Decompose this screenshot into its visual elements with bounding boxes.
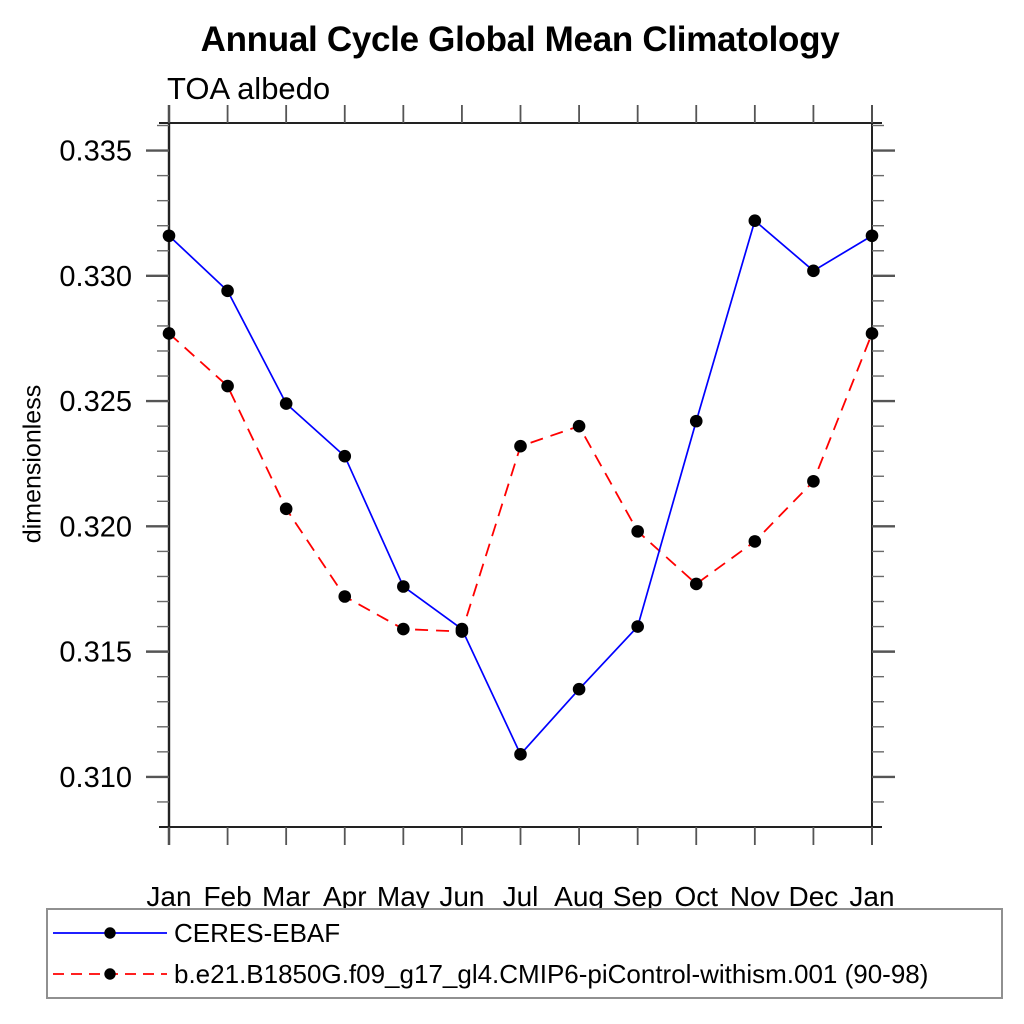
x-tick-label: Jan (146, 881, 191, 912)
y-tick-label: 0.320 (59, 511, 132, 543)
data-point-marker (748, 214, 762, 228)
x-tick-label: Nov (730, 881, 780, 912)
data-point-marker (689, 414, 703, 428)
y-tick-label: 0.310 (59, 762, 132, 794)
legend-label-model: b.e21.B1850G.f09_g17_gl4.CMIP6-piControl… (174, 958, 929, 989)
data-point-marker (631, 525, 644, 538)
data-point-marker (865, 327, 879, 340)
y-tick-label: 0.315 (59, 637, 132, 669)
data-point-marker (748, 535, 762, 548)
data-point-marker (807, 264, 820, 278)
data-point-marker (221, 379, 234, 393)
x-tick-label: Aug (554, 881, 604, 912)
data-point-marker (279, 502, 293, 516)
x-tick-label: Mar (262, 881, 310, 912)
y-tick-label: 0.325 (59, 386, 132, 418)
data-point-marker (631, 620, 644, 633)
x-tick-label: Feb (203, 881, 251, 912)
x-tick-label: Apr (323, 881, 367, 912)
data-point-marker (162, 229, 176, 243)
x-tick-label: Oct (674, 881, 718, 912)
data-point-marker (514, 439, 527, 453)
data-point-marker (572, 419, 586, 433)
legend-swatch-dashed-line (53, 968, 167, 980)
data-point-marker (807, 474, 820, 488)
legend-entry-model: b.e21.B1850G.f09_g17_gl4.CMIP6-piControl… (48, 954, 1001, 995)
data-point-marker (221, 284, 234, 298)
data-point-marker (455, 625, 469, 638)
x-tick-label: Sep (613, 881, 663, 912)
data-point-marker (689, 577, 703, 591)
data-point-marker (397, 622, 410, 636)
x-tick-label: May (377, 881, 430, 912)
data-point-marker (338, 590, 352, 603)
x-tick-label: Jun (439, 881, 484, 912)
x-tick-label: Dec (789, 881, 839, 912)
data-point-marker (162, 327, 176, 340)
legend-label-ceres: CERES-EBAF (174, 917, 341, 948)
x-tick-label: Jul (503, 881, 539, 912)
data-point-marker (572, 682, 586, 696)
series-line-1 (168, 332, 873, 633)
chart-subtitle: TOA albedo (167, 71, 331, 106)
y-tick-label: 0.335 (59, 136, 132, 168)
series-line-0 (168, 219, 873, 756)
legend-entry-ceres: CERES-EBAF (48, 913, 1001, 954)
y-tick-label: 0.330 (59, 261, 132, 293)
data-point-marker (397, 580, 410, 593)
data-point-marker (279, 397, 293, 410)
chart-title: Annual Cycle Global Mean Climatology (200, 20, 840, 59)
legend-box: CERES-EBAF b.e21.B1850G.f09_g17_gl4.CMIP… (46, 908, 1003, 999)
legend-swatch-solid-line (53, 927, 167, 939)
x-tick-label: Jan (849, 881, 894, 912)
data-point-marker (338, 449, 352, 463)
data-point-marker (865, 229, 879, 243)
data-point-marker (514, 748, 527, 761)
